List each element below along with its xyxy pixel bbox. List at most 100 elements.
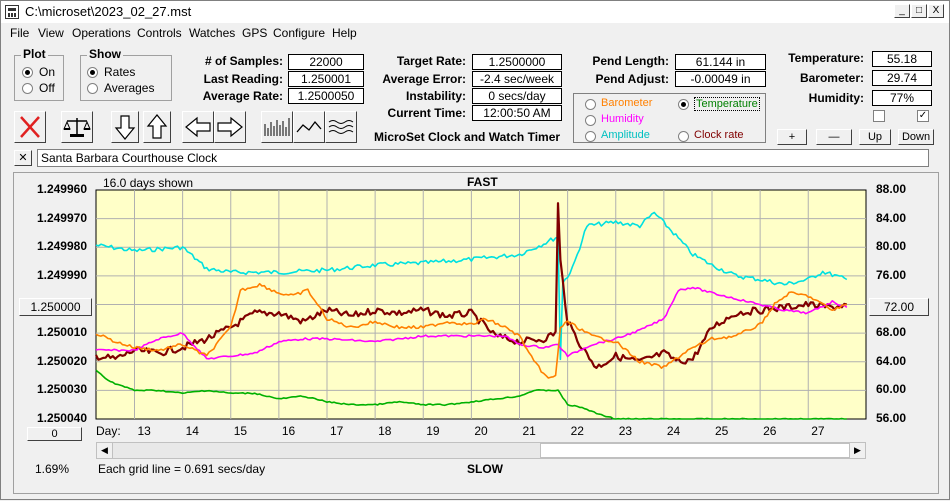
fast-label: FAST — [467, 175, 498, 189]
menu-controls[interactable]: Controls — [137, 26, 182, 40]
plot-off-radio[interactable] — [22, 83, 33, 94]
x-tick-label: 25 — [715, 424, 729, 438]
instability-label: Instability: — [405, 89, 466, 103]
scroll-up-button[interactable] — [143, 111, 171, 143]
right-axis-tick-label: 88.00 — [876, 182, 907, 196]
minimize-button[interactable]: _ — [894, 4, 910, 18]
show-rates-radio[interactable] — [87, 67, 98, 78]
up-button[interactable]: Up — [859, 129, 891, 145]
samples-field: 22000 — [288, 54, 364, 70]
x-tick-label: 24 — [666, 424, 681, 438]
instability-field: 0 secs/day — [472, 88, 562, 104]
grid-note: Each grid line = 0.691 secs/day — [98, 462, 266, 476]
checkbox-right[interactable]: ✓ — [917, 110, 929, 122]
pend-length-label: Pend Length: — [592, 54, 669, 68]
menu-file[interactable]: File — [10, 26, 30, 40]
menu-help[interactable]: Help — [332, 26, 357, 40]
plus-button[interactable]: + — [777, 129, 807, 145]
center-value-button[interactable]: 72.00 — [869, 298, 929, 316]
left-axis-tick-label: 1.249970 — [36, 210, 87, 225]
x-axis-title: Day: — [96, 424, 121, 438]
legend-barometer-radio[interactable] — [585, 99, 596, 110]
bars-view-button[interactable] — [261, 111, 293, 143]
red-x-icon — [20, 116, 40, 138]
pend-adjust-field: -0.00049 in — [675, 71, 766, 87]
right-axis-tick-label: 68.00 — [876, 325, 907, 340]
scroll-down-button[interactable] — [111, 111, 139, 143]
down-button[interactable]: Down — [898, 129, 934, 145]
x-tick-label: 26 — [763, 424, 777, 438]
scroll-right-button[interactable] — [214, 111, 246, 143]
humidity-label: Humidity: — [808, 91, 864, 105]
target-rate-field[interactable]: 1.2500000 — [472, 54, 562, 70]
legend-humidity-radio[interactable] — [585, 115, 596, 126]
pend-adjust-label: Pend Adjust: — [595, 72, 669, 86]
plot-on-label: On — [39, 65, 56, 79]
right-axis-tick-label: 64.00 — [876, 353, 907, 368]
x-tick-label: 21 — [522, 424, 536, 438]
checkbox-left[interactable] — [873, 110, 885, 122]
maximize-button[interactable]: □ — [911, 4, 927, 18]
bar-graph-icon — [264, 118, 290, 136]
menu-operations[interactable]: Operations — [72, 26, 131, 40]
show-group-label: Show — [87, 47, 123, 61]
stop-button[interactable] — [14, 111, 46, 143]
x-tick-label: 13 — [137, 424, 151, 438]
left-axis-tick-label: 1.249960 — [36, 182, 87, 196]
current-time-label: Current Time: — [387, 106, 466, 120]
offset-zero-button[interactable]: 0 — [27, 427, 82, 441]
legend-temperature-radio[interactable] — [678, 99, 689, 110]
x-tick-label: 27 — [811, 424, 825, 438]
menu-watches[interactable]: Watches — [189, 26, 236, 40]
center-rate-button[interactable]: 1.250000 — [19, 298, 92, 316]
close-button[interactable]: X — [928, 4, 944, 18]
x-tick-label: 18 — [378, 424, 392, 438]
app-caption: MicroSet Clock and Watch Timer — [374, 130, 561, 144]
average-rate-label: Average Rate: — [202, 89, 283, 103]
menu-view[interactable]: View — [38, 26, 64, 40]
plot-group: Plot — [14, 47, 64, 101]
series-line-barometer — [95, 282, 847, 379]
line-graph-icon — [296, 120, 322, 133]
legend-barometer-label: Barometer — [601, 97, 653, 109]
legend-temperature-label: Temperature — [694, 97, 760, 111]
smooth-view-button[interactable] — [325, 111, 357, 143]
right-axis-tick-label: 76.00 — [876, 267, 907, 282]
clear-name-button[interactable]: ✕ — [14, 150, 32, 166]
legend-amplitude-radio[interactable] — [585, 131, 596, 142]
last-reading-field: 1.250001 — [288, 71, 364, 87]
show-group: Show — [80, 47, 172, 101]
legend-clock-rate-radio[interactable] — [678, 131, 689, 142]
balance-button[interactable] — [61, 111, 93, 143]
scroll-left-button[interactable] — [182, 111, 214, 143]
scroll-left-arrow-icon[interactable]: ◀ — [97, 443, 113, 458]
app-icon — [5, 5, 19, 19]
barometer-label: Barometer: — [799, 71, 864, 85]
arrow-left-icon — [185, 116, 211, 138]
line-view-button[interactable] — [293, 111, 325, 143]
clock-name-input[interactable]: Santa Barbara Courthouse Clock — [37, 149, 929, 167]
legend-amplitude-label: Amplitude — [601, 129, 650, 141]
pend-length-field: 61.144 in — [675, 54, 766, 70]
scroll-right-arrow-icon[interactable]: ▶ — [849, 443, 865, 458]
left-axis-tick-label: 1.250030 — [36, 382, 87, 397]
horizontal-scrollbar[interactable]: ◀ ▶ — [96, 442, 866, 459]
plot-on-radio[interactable] — [22, 67, 33, 78]
show-rates-label: Rates — [104, 65, 136, 79]
average-rate-field: 1.2500050 — [288, 88, 364, 104]
days-shown-label: 16.0 days shown — [103, 176, 194, 190]
arrow-down-icon — [114, 115, 136, 140]
x-tick-label: 23 — [618, 424, 633, 438]
menu-gps[interactable]: GPS — [242, 26, 268, 40]
show-averages-label: Averages — [104, 81, 155, 95]
balance-scale-icon — [63, 118, 91, 137]
x-tick-label: 20 — [474, 424, 488, 438]
show-averages-radio[interactable] — [87, 83, 98, 94]
last-reading-label: Last Reading: — [203, 72, 283, 86]
x-tick-label: 22 — [570, 424, 584, 438]
menu-configure[interactable]: Configure — [273, 26, 326, 40]
scroll-thumb[interactable] — [540, 443, 850, 458]
legend-humidity-label: Humidity — [601, 113, 644, 125]
minus-button[interactable]: — — [816, 129, 852, 145]
